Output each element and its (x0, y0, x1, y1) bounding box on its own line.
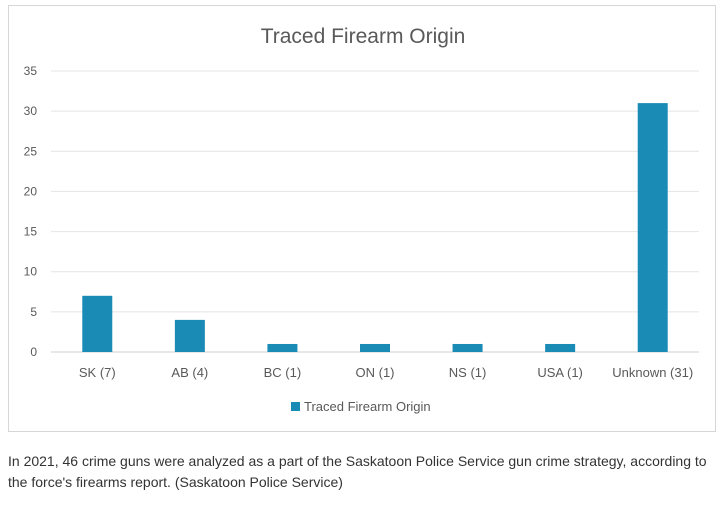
chart-frame: Traced Firearm Origin 0 5 10 15 20 25 30 35 SK … (8, 5, 716, 432)
bar-chart: Traced Firearm Origin 0 5 10 15 20 25 30 35 SK … (24, 25, 699, 414)
x-tick-label: ON (1) (356, 365, 395, 380)
legend: Traced Firearm Origin (291, 399, 431, 414)
bar (82, 295, 113, 352)
x-tick-label: SK (7) (79, 365, 116, 380)
gridlines (51, 70, 699, 353)
bar (637, 103, 668, 352)
legend-swatch (291, 402, 300, 411)
x-tick-label: BC (1) (264, 365, 302, 380)
y-tick-label: 5 (30, 305, 37, 319)
y-tick-label: 30 (24, 104, 38, 118)
y-tick-label: 10 (24, 265, 38, 279)
y-tick-label: 35 (24, 64, 38, 78)
y-tick-label: 20 (24, 184, 38, 198)
chart-title: Traced Firearm Origin (261, 25, 466, 48)
bar (267, 343, 298, 352)
bar (452, 343, 483, 352)
y-tick-label: 25 (24, 144, 38, 158)
x-tick-label: Unknown (31) (612, 365, 693, 380)
legend-label: Traced Firearm Origin (304, 399, 431, 414)
x-tick-label: AB (4) (171, 365, 208, 380)
x-tick-label: NS (1) (449, 365, 487, 380)
y-tick-label: 15 (24, 225, 38, 239)
bar (360, 343, 390, 352)
x-tick-label: USA (1) (537, 365, 583, 380)
bars (82, 103, 668, 352)
photo-caption: In 2021, 46 crime guns were analyzed as … (8, 453, 707, 490)
x-axis-ticks: SK (7) AB (4) BC (1) ON (1) NS (1) USA (1) Unk… (79, 365, 693, 380)
y-tick-label: 0 (30, 345, 37, 359)
bar (174, 319, 205, 352)
bar (545, 343, 576, 352)
y-axis-ticks: 0 5 10 15 20 25 30 35 (24, 64, 38, 359)
